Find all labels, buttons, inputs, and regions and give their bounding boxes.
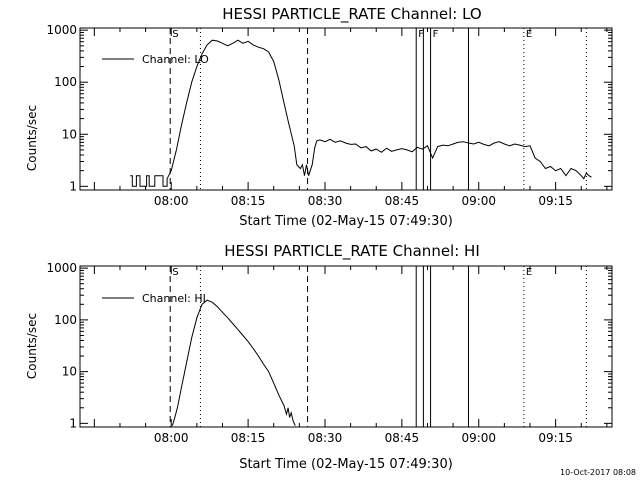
- marker-label: S: [172, 267, 178, 278]
- marker-label: E: [526, 267, 532, 278]
- footer-timestamp: 10-Oct-2017 08:08: [560, 468, 636, 477]
- y-tick-label: 10: [62, 365, 77, 379]
- x-tick-label: 09:00: [461, 194, 496, 208]
- x-axis-label: Start Time (02-May-15 07:49:30): [239, 457, 453, 472]
- x-tick-label: 09:00: [461, 431, 496, 445]
- legend-label: Channel: LO: [142, 53, 209, 66]
- series-line: [130, 39, 592, 187]
- marker-label: F: [433, 29, 439, 40]
- y-tick-label: 100: [54, 313, 77, 327]
- x-tick-label: 08:00: [154, 431, 189, 445]
- chart-title: HESSI PARTICLE_RATE Channel: HI: [224, 242, 480, 261]
- y-tick-label: 1: [69, 179, 77, 193]
- x-tick-label: 09:15: [538, 431, 573, 445]
- panel-lo: HESSI PARTICLE_RATE Channel: LO Counts/s…: [25, 5, 613, 229]
- marker-label: S: [172, 29, 178, 40]
- legend-label: Channel: HI: [142, 292, 206, 305]
- x-tick-label: 08:15: [231, 194, 266, 208]
- y-tick-label: 1000: [46, 261, 77, 275]
- marker-label: F: [418, 29, 424, 40]
- y-tick-label: 100: [54, 75, 77, 89]
- y-tick-label: 1: [69, 416, 77, 430]
- plot-frame: [79, 265, 613, 428]
- x-tick-label: 08:30: [308, 194, 343, 208]
- y-tick-label: 1000: [46, 23, 77, 37]
- y-axis-label: Counts/sec: [25, 105, 39, 171]
- panel-hi: HESSI PARTICLE_RATE Channel: HI Counts/s…: [25, 242, 613, 472]
- x-tick-label: 08:45: [385, 431, 420, 445]
- x-tick-label: 08:15: [231, 431, 266, 445]
- series-line: [171, 299, 296, 426]
- x-axis-label: Start Time (02-May-15 07:49:30): [239, 214, 453, 229]
- y-axis-label: Counts/sec: [25, 313, 39, 379]
- x-tick-label: 08:30: [308, 431, 343, 445]
- y-tick-label: 10: [62, 127, 77, 141]
- x-tick-label: 08:45: [385, 194, 420, 208]
- x-tick-label: 09:15: [538, 194, 573, 208]
- marker-label: E: [526, 29, 532, 40]
- chart-title: HESSI PARTICLE_RATE Channel: LO: [222, 5, 481, 24]
- x-tick-label: 08:00: [154, 194, 189, 208]
